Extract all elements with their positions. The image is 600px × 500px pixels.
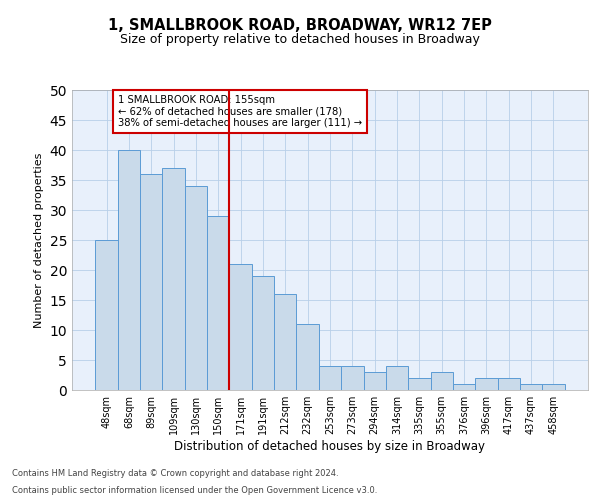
Y-axis label: Number of detached properties: Number of detached properties [34,152,44,328]
Bar [475,378,497,390]
Bar [207,216,229,390]
Text: 1 SMALLBROOK ROAD: 155sqm
← 62% of detached houses are smaller (178)
38% of semi: 1 SMALLBROOK ROAD: 155sqm ← 62% of detac… [118,95,362,128]
Text: Contains public sector information licensed under the Open Government Licence v3: Contains public sector information licen… [12,486,377,495]
Bar [341,366,364,390]
Bar [118,150,140,390]
Bar [95,240,118,390]
Bar [140,174,163,390]
Bar [453,384,475,390]
Bar [252,276,274,390]
Bar [229,264,252,390]
Text: Contains HM Land Registry data © Crown copyright and database right 2024.: Contains HM Land Registry data © Crown c… [12,468,338,477]
Bar [542,384,565,390]
Text: Size of property relative to detached houses in Broadway: Size of property relative to detached ho… [120,32,480,46]
Bar [274,294,296,390]
Bar [497,378,520,390]
X-axis label: Distribution of detached houses by size in Broadway: Distribution of detached houses by size … [175,440,485,453]
Bar [408,378,431,390]
Text: 1, SMALLBROOK ROAD, BROADWAY, WR12 7EP: 1, SMALLBROOK ROAD, BROADWAY, WR12 7EP [108,18,492,32]
Bar [386,366,408,390]
Bar [163,168,185,390]
Bar [364,372,386,390]
Bar [296,324,319,390]
Bar [520,384,542,390]
Bar [185,186,207,390]
Bar [319,366,341,390]
Bar [431,372,453,390]
